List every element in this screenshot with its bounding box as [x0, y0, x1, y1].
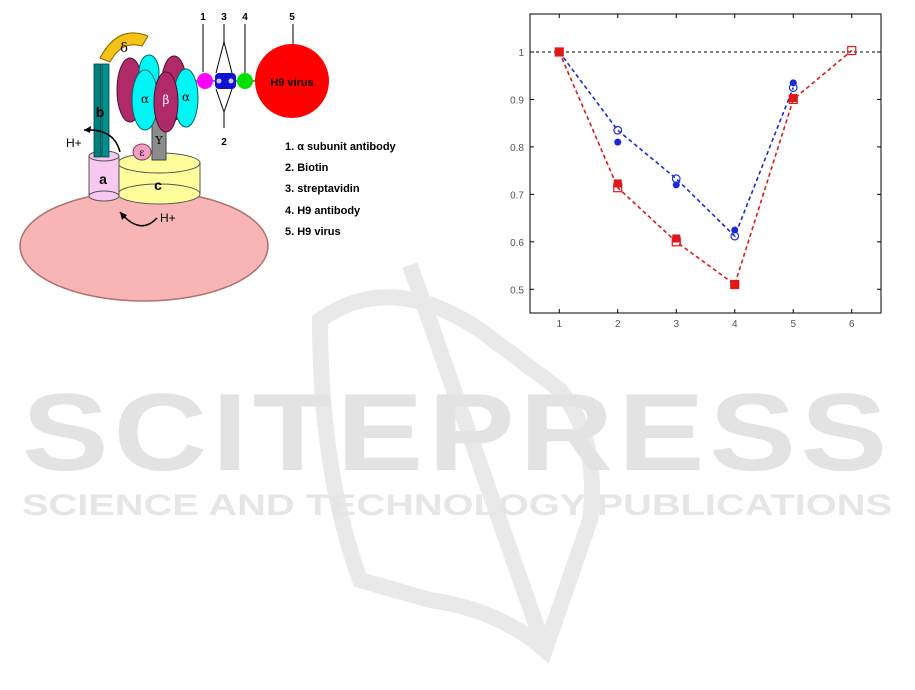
data-point: [554, 47, 564, 57]
data-point: [730, 231, 740, 241]
x-tick-label: 1: [556, 319, 562, 330]
callout-number: 1: [200, 12, 206, 23]
subunit-b: [93, 63, 110, 158]
y-tick-label: 0.5: [510, 285, 524, 296]
diagram-legend: 1. α subunit antibody 2. Biotin 3. strep…: [285, 141, 397, 238]
data-point: [730, 279, 740, 290]
data-point: [788, 83, 798, 92]
alpha-antibody-marker: [197, 73, 213, 89]
subunit-c: [117, 152, 201, 205]
data-point: [672, 181, 680, 189]
callout-number: 5: [289, 12, 295, 23]
streptavidin-marker: [215, 73, 236, 89]
biotin-dot: [228, 78, 234, 84]
x-tick-label: 3: [673, 319, 679, 330]
data-point: [614, 138, 622, 146]
y-tick-label: 0.8: [510, 143, 524, 154]
legend-item: 5. H9 virus: [285, 226, 341, 238]
data-point: [789, 94, 798, 103]
proton-arrow-lower-head: [120, 212, 127, 220]
plot-frame: [529, 13, 882, 314]
x-tick-label: 2: [615, 319, 621, 330]
y-tick-label: 0.9: [510, 95, 524, 106]
x-tick-label: 4: [732, 319, 738, 330]
subunit-delta: [99, 32, 149, 63]
y-tick-label: 0.7: [510, 190, 524, 201]
legend-item: 2. Biotin: [285, 162, 329, 174]
subunit-epsilon-label: ε: [139, 148, 144, 159]
data-point: [671, 237, 681, 247]
data-point: [788, 94, 798, 105]
watermark-title: SCITEPRESS: [22, 371, 892, 494]
subunit-delta-label: δ: [120, 41, 128, 56]
data-point: [671, 174, 681, 184]
subunit-b-label: b: [96, 104, 105, 120]
series-line-1: [558, 51, 794, 238]
pointer-lines: [202, 24, 294, 128]
data-point: [672, 234, 681, 243]
series-line-3: [558, 49, 853, 286]
data-point: [730, 280, 739, 289]
y-tick-label: 0.6: [510, 238, 524, 249]
data-point: [847, 45, 857, 56]
legend-item: 3. streptavidin: [285, 183, 360, 195]
atp-synthase-diagram: c a b δ Υ ε α β α H+ H+ H9 vir: [19, 12, 397, 302]
subunit-a-label: a: [99, 171, 107, 187]
proton-label-upper: H+: [66, 136, 82, 150]
virus-label: H9 virus: [270, 77, 313, 89]
subunit-beta-label: β: [163, 93, 170, 107]
h9-virus-marker: [255, 44, 329, 118]
subunit-c-label: c: [154, 177, 162, 193]
normalized-response-chart: 1 2 3 4 5 6 0.5 0.6 0.7 0.8 0.9 1: [510, 13, 882, 330]
proton-label-lower: H+: [160, 211, 176, 225]
y-tick-label: 1: [518, 48, 524, 59]
callout-number: 3: [221, 12, 227, 23]
proton-arrow-upper-head: [84, 126, 91, 133]
legend-item: 1. α subunit antibody: [285, 141, 397, 153]
subunit-alpha-right-label: α: [182, 90, 190, 104]
watermark-subtitle: SCIENCE AND TECHNOLOGY PUBLICATIONS: [22, 489, 892, 522]
subunit-gamma-label: Υ: [154, 134, 163, 147]
x-tick-label: 5: [790, 319, 796, 330]
watermark-book-logo: [311, 262, 600, 664]
data-point: [613, 183, 623, 193]
f1-head: [116, 54, 199, 133]
x-tick-label: 6: [849, 319, 855, 330]
callout-number: 4: [242, 12, 248, 23]
h9-antibody-marker: [237, 73, 253, 89]
data-point: [613, 125, 623, 135]
subunit-alpha-left-label: α: [141, 92, 149, 106]
subunit-epsilon: [132, 143, 152, 161]
biotin-dot: [216, 78, 222, 84]
callout-number: 2: [221, 137, 227, 148]
legend-item: 4. H9 antibody: [285, 205, 361, 217]
